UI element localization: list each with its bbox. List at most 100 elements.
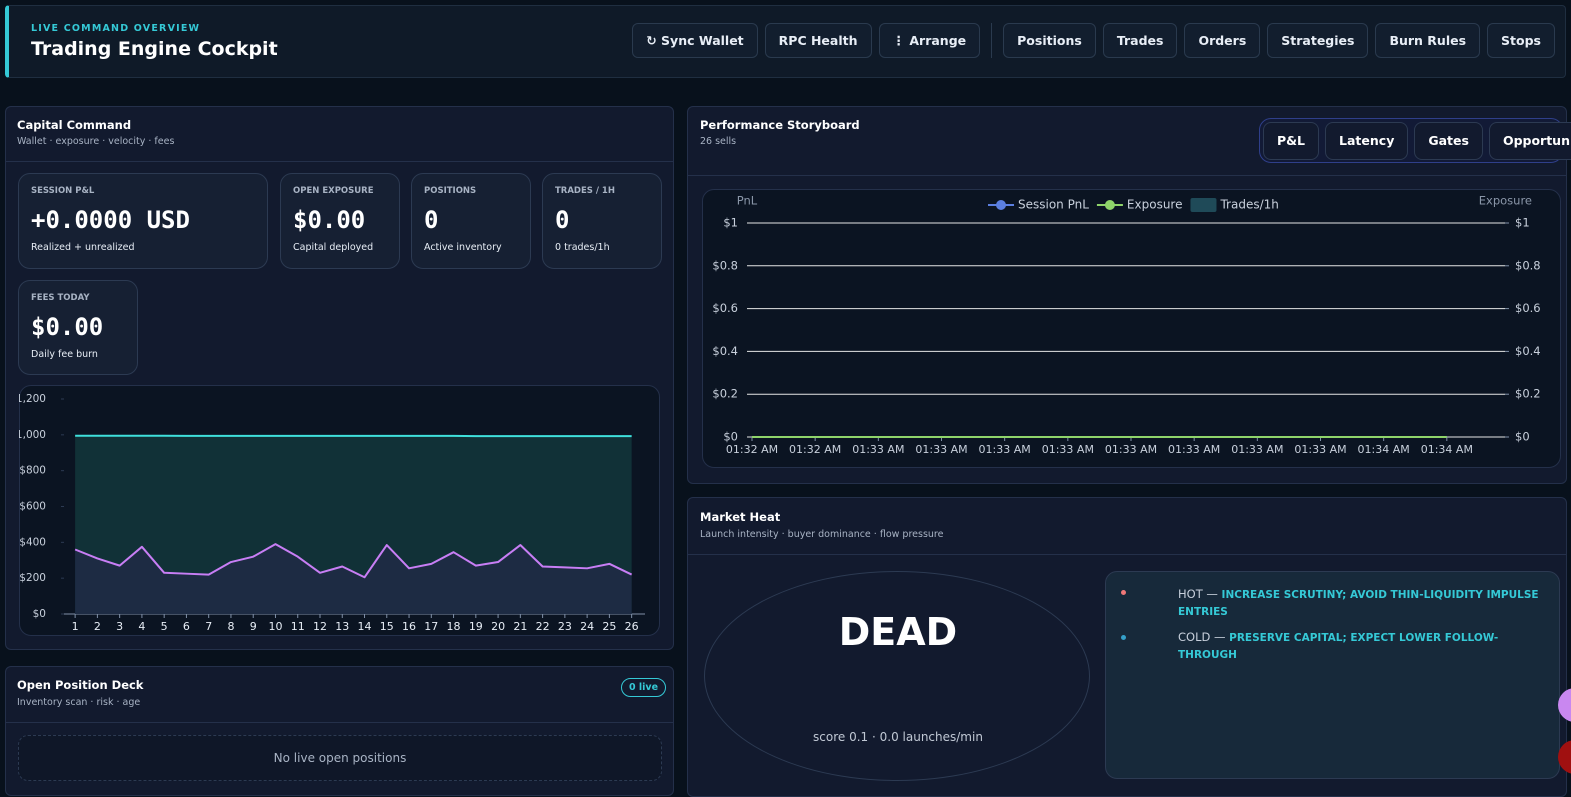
panel-title: Performance Storyboard: [700, 118, 860, 132]
x-tick-label: 18: [447, 620, 461, 633]
tab[interactable]: Opportunity: [1489, 122, 1571, 160]
note-text: PRESERVE CAPITAL; EXPECT LOWER FOLLOW-TH…: [1178, 632, 1498, 661]
x-tick-label: 01:34 AM: [1421, 443, 1473, 456]
x-tick-label: 2: [94, 620, 101, 633]
y-tick-label: $800: [19, 465, 46, 477]
kpi-value: $0.00: [293, 206, 365, 234]
heat-gauge: DEAD score 0.1 · 0.0 launches/min: [704, 571, 1090, 781]
panel-subtitle: Launch intensity · buyer dominance · flo…: [700, 529, 943, 540]
x-tick-label: 19: [469, 620, 483, 633]
legend-label: Trades/1h: [1219, 198, 1278, 212]
nav-button[interactable]: Burn Rules: [1375, 23, 1480, 58]
market-heat-panel: Market Heat Launch intensity · buyer dom…: [687, 497, 1567, 797]
x-tick-label: 01:33 AM: [915, 443, 967, 456]
y-tick-label: $200: [19, 572, 46, 584]
kpi-value: $0.00: [31, 313, 103, 341]
eyebrow: LIVE COMMAND OVERVIEW: [31, 23, 200, 34]
legend-swatch: [1105, 200, 1115, 210]
y2-tick-label: $0.6: [1515, 301, 1541, 315]
action-button[interactable]: ⋮ Arrange: [879, 23, 981, 58]
divider: [6, 161, 673, 162]
kpi-note: Daily fee burn: [31, 349, 98, 360]
x-tick-label: 8: [227, 620, 234, 633]
tab[interactable]: Latency: [1325, 122, 1408, 160]
x-tick-label: 01:32 AM: [726, 443, 778, 456]
action-button[interactable]: ↻ Sync Wallet: [632, 23, 757, 58]
kpi-card: POSITIONS 0 Active inventory: [411, 173, 531, 269]
kpi-label: SESSION P&L: [31, 186, 94, 196]
x-tick-label: 6: [183, 620, 190, 633]
kpi-card: FEES TODAY $0.00 Daily fee burn: [18, 280, 138, 375]
nav-button[interactable]: Stops: [1487, 23, 1555, 58]
x-tick-label: 17: [424, 620, 438, 633]
nav-button[interactable]: Strategies: [1267, 23, 1368, 58]
y-tick-label: $1,200: [19, 393, 46, 405]
x-tick-label: 4: [138, 620, 145, 633]
tab[interactable]: Gates: [1414, 122, 1483, 160]
note-text: INCREASE SCRUTINY; AVOID THIN-LIQUIDITY …: [1178, 589, 1539, 618]
y2-tick-label: $0.4: [1515, 344, 1541, 358]
kpi-value: 0: [555, 206, 569, 234]
y2-tick-label: $1: [1515, 216, 1530, 230]
x-tick-label: 9: [250, 620, 257, 633]
heat-score: score 0.1 · 0.0 launches/min: [705, 730, 1091, 744]
nav-button[interactable]: Positions: [1003, 23, 1096, 58]
cold-dot: [1121, 635, 1126, 640]
toolbar: ↻ Sync Wallet RPC Health ⋮ Arrange Posit…: [632, 23, 1555, 58]
hot-dot: [1121, 590, 1126, 595]
x-tick-label: 01:33 AM: [1105, 443, 1157, 456]
panel-title: Open Position Deck: [17, 678, 143, 692]
capital-chart: $0$200$400$600$800$1,000$1,2001234567891…: [19, 385, 659, 635]
heat-notes: HOT — INCREASE SCRUTINY; AVOID THIN-LIQU…: [1105, 571, 1560, 779]
y2-tick-label: $0: [1515, 430, 1530, 444]
x-tick-label: 25: [602, 620, 616, 633]
kpi-card: TRADES / 1H 0 0 trades/1h: [542, 173, 662, 269]
x-tick-label: 3: [116, 620, 123, 633]
nav-button[interactable]: Orders: [1184, 23, 1260, 58]
y-tick-label: $0: [723, 430, 738, 444]
x-tick-label: 01:33 AM: [852, 443, 904, 456]
x-tick-label: 7: [205, 620, 212, 633]
nav-button[interactable]: Trades: [1103, 23, 1178, 58]
x-tick-label: 20: [491, 620, 505, 633]
x-tick-label: 5: [161, 620, 168, 633]
kpi-label: POSITIONS: [424, 186, 476, 196]
x-tick-label: 15: [380, 620, 394, 633]
y-tick-label: $400: [19, 536, 46, 548]
divider: [6, 722, 673, 723]
x-tick-label: 24: [580, 620, 594, 633]
legend-label: Session PnL: [1018, 198, 1089, 212]
page-title: Trading Engine Cockpit: [31, 38, 278, 60]
kpi-card: SESSION P&L +0.0000 USD Realized + unrea…: [18, 173, 268, 269]
heat-state: DEAD: [705, 610, 1091, 654]
x-tick-label: 01:34 AM: [1358, 443, 1410, 456]
note-level: COLD —: [1178, 630, 1226, 644]
tab[interactable]: P&L: [1263, 122, 1319, 160]
panel-subtitle: 26 sells: [700, 136, 736, 147]
kpi-note: 0 trades/1h: [555, 242, 610, 253]
kpi-label: FEES TODAY: [31, 293, 90, 303]
x-tick-label: 12: [313, 620, 327, 633]
y-tick-label: $0: [33, 608, 46, 620]
y-tick-label: $600: [19, 501, 46, 513]
y-tick-label: $0.4: [712, 344, 738, 358]
panel-subtitle: Wallet · exposure · velocity · fees: [17, 136, 174, 147]
empty-state: No live open positions: [18, 735, 662, 781]
kpi-card: OPEN EXPOSURE $0.00 Capital deployed: [280, 173, 400, 269]
x-tick-label: 21: [513, 620, 527, 633]
y2-tick-label: $0.2: [1515, 387, 1541, 401]
kpi-label: OPEN EXPOSURE: [293, 186, 374, 196]
live-badge: 0 live: [621, 678, 666, 697]
kpi-label: TRADES / 1H: [555, 186, 615, 196]
legend-label: Exposure: [1127, 198, 1183, 212]
kpi-note: Active inventory: [424, 242, 502, 253]
x-tick-label: 01:33 AM: [1168, 443, 1220, 456]
x-tick-label: 16: [402, 620, 416, 633]
divider: [688, 175, 1566, 176]
y-tick-label: $1: [723, 216, 738, 230]
note-level: HOT —: [1178, 587, 1218, 601]
x-tick-label: 13: [335, 620, 349, 633]
divider: [991, 23, 992, 58]
action-button[interactable]: RPC Health: [765, 23, 872, 58]
